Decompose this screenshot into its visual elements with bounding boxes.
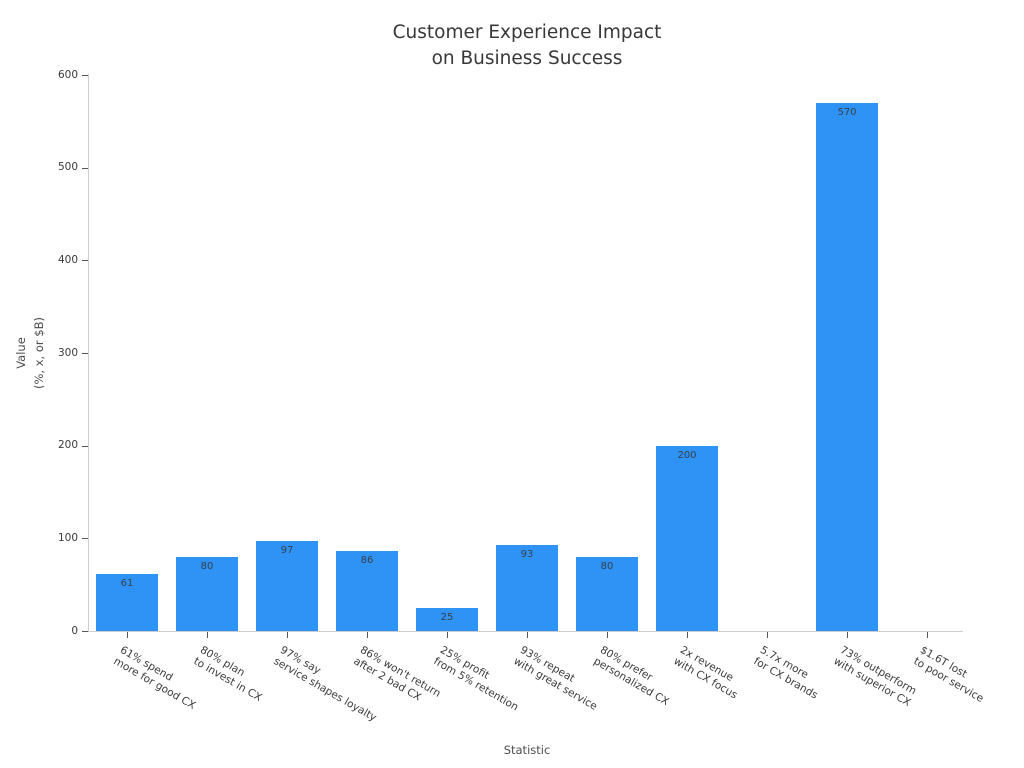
bar <box>416 607 478 631</box>
bar-value-label: 93 <box>520 548 534 560</box>
bar <box>816 102 878 631</box>
x-tick-mark <box>207 632 208 638</box>
bar <box>656 445 718 631</box>
bar <box>496 544 558 631</box>
x-tick-mark <box>927 632 928 638</box>
x-tick-label: 5.7x more for CX brands <box>751 644 827 703</box>
y-tick-label: 100 <box>57 531 78 544</box>
y-tick-mark <box>82 75 88 76</box>
x-tick-mark <box>767 632 768 638</box>
x-tick-mark <box>447 632 448 638</box>
x-tick-mark <box>607 632 608 638</box>
y-axis-spine <box>88 74 89 632</box>
y-tick-label: 0 <box>71 624 78 637</box>
y-tick-label: 400 <box>57 253 78 266</box>
y-tick-label: 200 <box>57 439 78 452</box>
bar-value-label: 25 <box>440 611 454 623</box>
x-axis-title: Statistic <box>503 743 551 757</box>
y-tick-label: 600 <box>57 68 78 81</box>
y-tick-mark <box>82 445 88 447</box>
bar <box>576 556 638 631</box>
y-axis-title-line1: Value <box>14 337 29 369</box>
y-tick-mark <box>82 353 88 354</box>
x-tick-mark <box>287 632 288 638</box>
y-tick-label: 300 <box>57 346 78 359</box>
bar-value-label: 86 <box>360 555 374 567</box>
bar-value-label: 570 <box>837 106 857 118</box>
bar-value-label: 61 <box>120 578 134 590</box>
bar <box>336 551 398 631</box>
x-tick-label: 2x revenue with CX focus <box>671 644 746 703</box>
x-axis-spine <box>88 631 963 632</box>
x-tick-mark <box>127 632 128 638</box>
bar-value-label: 97 <box>280 545 294 557</box>
x-tick-label: 25% profit from 5% retention <box>431 644 527 715</box>
bar-value-label: 80 <box>200 560 214 572</box>
chart-title-line1: Customer Experience Impact <box>392 22 662 43</box>
chart-title-line2: on Business Success <box>431 47 623 69</box>
y-tick-mark <box>82 631 88 632</box>
x-tick-mark <box>527 632 528 638</box>
x-tick-mark <box>687 632 688 638</box>
x-tick-mark <box>847 632 848 638</box>
y-tick-mark <box>82 167 88 169</box>
bar-value-label: 200 <box>677 449 697 461</box>
y-tick-label: 500 <box>57 161 78 174</box>
x-tick-label: $1.6T lost to poor service <box>911 644 993 707</box>
bar <box>96 574 158 631</box>
bar <box>176 556 238 631</box>
x-tick-label: 80% prefer personalized CX <box>591 644 678 710</box>
x-tick-label: 61% spend more for good CX <box>111 644 204 713</box>
y-tick-mark <box>82 538 88 540</box>
bar <box>256 541 318 631</box>
x-tick-mark <box>367 632 368 638</box>
bar-value-label: 80 <box>600 560 614 572</box>
x-tick-label: 93% repeat with great service <box>511 644 606 714</box>
y-tick-mark <box>82 260 88 262</box>
x-tick-label: 80% plan to invest in CX <box>191 644 271 706</box>
chart-title: Customer Experience Impact on Business S… <box>15 20 1024 72</box>
x-tick-label: 73% outperform with superior CX <box>831 644 920 711</box>
